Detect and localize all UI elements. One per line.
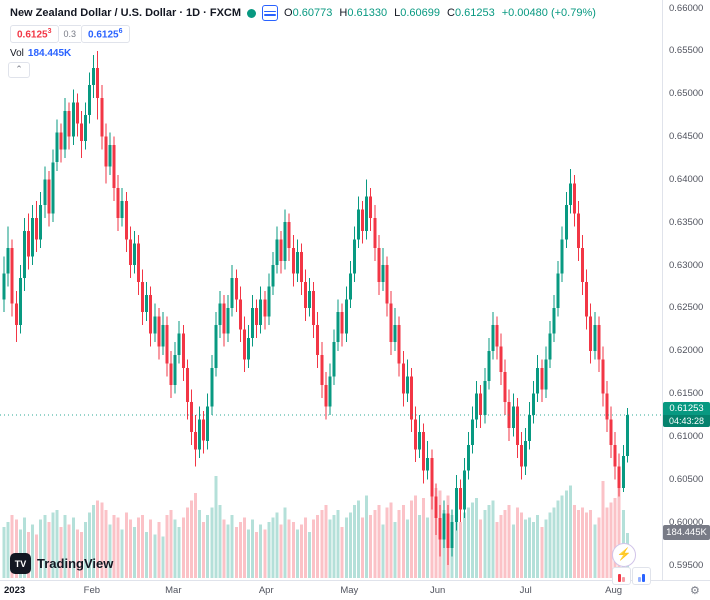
time-axis-label: 2023 xyxy=(4,585,26,596)
spread-value: 0.3 xyxy=(58,25,82,44)
low-value: 0.60699 xyxy=(400,7,440,19)
tradingview-logo[interactable]: TV TradingView xyxy=(10,553,113,574)
buy-panel-button[interactable] xyxy=(632,567,651,585)
sell-panel-button[interactable] xyxy=(612,567,631,585)
price-axis-label: 0.61000 xyxy=(669,430,704,442)
time-axis-label: Aug xyxy=(605,585,623,596)
last-price-badge: 0.61253 04:43:28 xyxy=(663,401,710,427)
time-axis-label: Apr xyxy=(258,585,274,596)
ohlc-values: O0.60773 H0.61330 L0.60699 C0.61253 +0.0… xyxy=(284,7,596,19)
low-label: L xyxy=(394,7,401,19)
open-label: O xyxy=(284,7,293,19)
time-axis-label: Feb xyxy=(83,585,101,596)
time-axis-label: May xyxy=(340,585,359,596)
price-axis-label: 0.63000 xyxy=(669,259,704,271)
sell-button[interactable]: 0.61253 xyxy=(10,25,59,44)
close-value: 0.61253 xyxy=(454,7,495,19)
symbol-header: New Zealand Dollar / U.S. Dollar · 1D · … xyxy=(10,5,596,21)
volume-value-badge: 184.445K xyxy=(663,525,710,541)
price-axis-label: 0.64500 xyxy=(669,131,704,143)
price-axis-label: 0.62000 xyxy=(669,345,704,357)
collapse-legend-button[interactable]: ⌃ xyxy=(8,62,30,78)
bar-countdown: 04:43:28 xyxy=(663,414,710,427)
symbol-title[interactable]: New Zealand Dollar / U.S. Dollar · 1D · … xyxy=(10,7,242,19)
close-label: C xyxy=(446,7,455,19)
tradingview-logo-text: TradingView xyxy=(37,556,114,571)
buy-sell-row: 0.61253 0.3 0.61256 xyxy=(10,25,130,44)
open-value: 0.60773 xyxy=(292,7,333,19)
price-axis-label: 0.64000 xyxy=(669,173,704,185)
high-label: H xyxy=(339,7,348,19)
price-axis-label: 0.62500 xyxy=(669,302,704,314)
quick-actions-icon[interactable] xyxy=(262,5,279,21)
price-axis-label: 0.60000 xyxy=(669,516,704,528)
sell-bars-icon xyxy=(618,574,621,582)
time-axis-label: Jul xyxy=(519,585,532,596)
price-axis[interactable]: 0.66000 0.65500 0.65000 0.64500 0.64000 0.635… xyxy=(662,0,710,580)
price-axis-label: 0.66000 xyxy=(669,2,704,14)
price-axis-label: 0.63500 xyxy=(669,216,704,228)
price-axis-label: 0.60500 xyxy=(669,473,704,485)
price-axis-label: 0.65500 xyxy=(669,45,704,57)
last-price-value: 0.61253 xyxy=(669,402,704,414)
change-value: +0.00480 (+0.79%) xyxy=(501,7,596,19)
high-value: 0.61330 xyxy=(347,7,388,19)
time-axis-label: Mar xyxy=(165,585,182,596)
buy-bars-icon xyxy=(638,577,641,582)
buy-button[interactable]: 0.61256 xyxy=(81,25,130,44)
time-axis-settings-gear-icon[interactable]: ⚙ xyxy=(690,585,700,597)
volume-label[interactable]: Vol xyxy=(10,48,24,59)
candlestick-chart-canvas[interactable] xyxy=(0,0,662,580)
volume-legend: Vol 184.445K xyxy=(10,48,71,59)
price-axis-label: 0.59500 xyxy=(669,559,704,571)
market-status-dot-icon[interactable] xyxy=(247,8,257,18)
volume-value: 184.445K xyxy=(27,48,72,59)
price-axis-label: 0.65000 xyxy=(669,88,704,100)
tradingview-logo-mark-icon: TV xyxy=(10,553,31,574)
price-axis-label: 0.61500 xyxy=(669,388,704,400)
time-axis[interactable]: ⚙ 2023 Feb Mar Apr May Jun Jul Aug xyxy=(0,580,710,600)
instant-trading-button[interactable]: ⚡ xyxy=(612,543,636,567)
time-axis-label: Jun xyxy=(429,585,446,596)
